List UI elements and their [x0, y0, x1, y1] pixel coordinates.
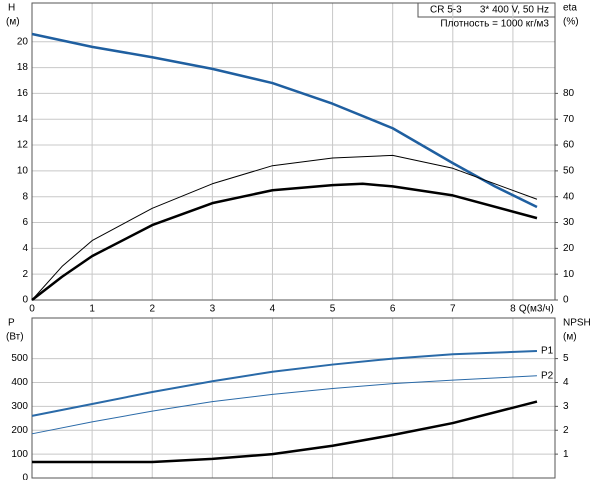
y-axis-unit: (Вт) — [6, 332, 24, 343]
y2-tick-label: 20 — [563, 243, 575, 254]
y2-tick-label: 50 — [563, 166, 575, 177]
series-line — [31, 375, 537, 435]
y2-tick-label: 3 — [563, 401, 569, 412]
series-line — [31, 349, 538, 417]
y-tick-label: 0 — [22, 473, 28, 480]
series-line — [31, 182, 538, 301]
y-tick-label: 10 — [17, 166, 29, 177]
series-label: P2 — [541, 370, 554, 381]
x-tick-label: 2 — [149, 304, 155, 315]
x-tick-label: 3 — [210, 304, 216, 315]
y-tick-label: 8 — [22, 191, 28, 202]
y2-tick-label: 80 — [563, 88, 575, 99]
y2-tick-label: 40 — [563, 191, 575, 202]
y-tick-label: 16 — [17, 88, 29, 99]
plot-frame — [31, 2, 556, 301]
y-tick-label: 300 — [11, 401, 28, 412]
y-tick-label: 0 — [22, 295, 28, 306]
y-tick-label: 200 — [11, 425, 28, 436]
annotation: Плотность = 1000 кг/м3 — [440, 19, 549, 30]
y2-axis-unit: (%) — [563, 17, 579, 28]
x-axis-label: Q(м3/ч) — [519, 304, 554, 315]
series-label: P1 — [541, 346, 554, 357]
y-tick-label: 18 — [17, 62, 29, 73]
y2-tick-label: 0 — [563, 295, 569, 306]
x-tick-label: 0 — [29, 304, 35, 315]
series-line — [31, 32, 538, 209]
x-tick-label: 8 — [510, 304, 516, 315]
y2-tick-label: 5 — [563, 353, 569, 364]
x-tick-label: 5 — [330, 304, 336, 315]
y2-tick-label: 1 — [563, 449, 569, 460]
y2-tick-label: 4 — [563, 377, 569, 388]
y-tick-label: 20 — [17, 36, 29, 47]
x-tick-label: 4 — [270, 304, 276, 315]
annotation: 3* 400 V, 50 Hz — [480, 5, 549, 16]
x-tick-label: 7 — [450, 304, 456, 315]
series-line — [31, 154, 538, 301]
annotation: CR 5-3 — [430, 5, 462, 16]
y-tick-label: 100 — [11, 449, 28, 460]
y2-axis-label: NPSH — [563, 318, 591, 329]
y-tick-label: 400 — [11, 377, 28, 388]
y2-tick-label: 10 — [563, 269, 575, 280]
y2-tick-label: 70 — [563, 114, 575, 125]
y-axis-unit: (м) — [6, 17, 20, 28]
y2-tick-label: 2 — [563, 425, 569, 436]
y-axis-label: H — [8, 3, 15, 14]
y-tick-label: 4 — [22, 243, 28, 254]
x-tick-label: 1 — [89, 304, 95, 315]
series-line — [32, 400, 538, 464]
plot-frame — [31, 317, 556, 479]
y2-axis-label: eta — [563, 3, 577, 14]
y-axis-label: P — [8, 318, 15, 329]
y-tick-label: 6 — [22, 217, 28, 228]
y-tick-label: 500 — [11, 353, 28, 364]
y2-tick-label: 30 — [563, 217, 575, 228]
x-tick-label: 6 — [390, 304, 396, 315]
y2-tick-label: 60 — [563, 140, 575, 151]
y-tick-label: 12 — [17, 140, 29, 151]
y-tick-label: 2 — [22, 269, 28, 280]
y-tick-label: 14 — [17, 114, 29, 125]
y2-axis-unit: (м) — [563, 332, 577, 343]
